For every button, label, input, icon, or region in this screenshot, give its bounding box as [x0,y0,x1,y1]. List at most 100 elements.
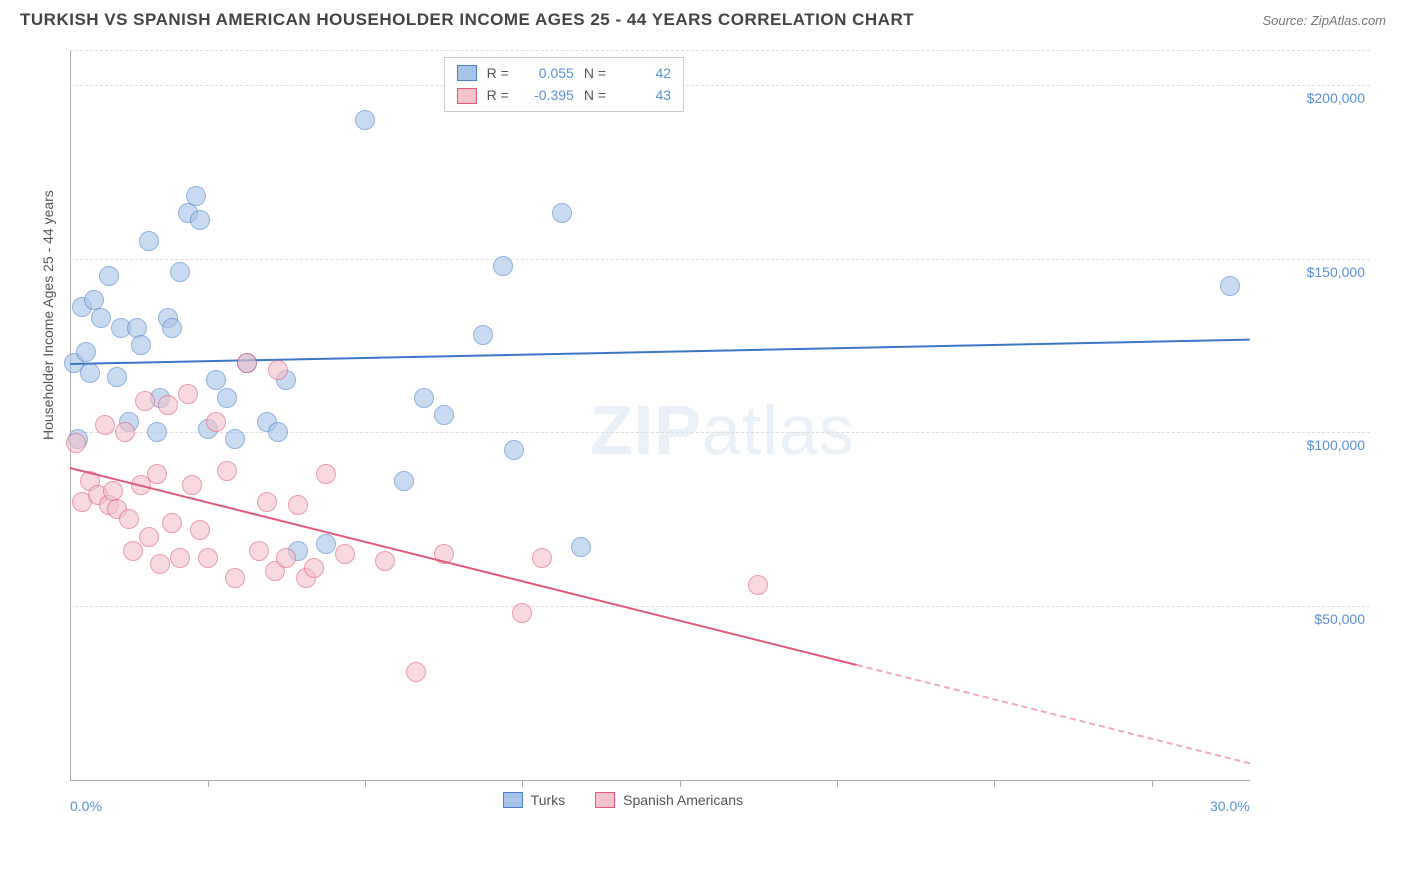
data-point [394,471,414,491]
legend-r-label: R = [487,62,509,84]
data-point [162,318,182,338]
legend-r-value: 0.055 [519,62,574,84]
data-point [182,475,202,495]
data-point [135,391,155,411]
legend-n-value: 42 [616,62,671,84]
x-tick [365,780,366,787]
data-point [91,308,111,328]
data-point [512,603,532,623]
data-point [249,541,269,561]
data-point [288,495,308,515]
data-point [1220,276,1240,296]
data-point [178,384,198,404]
data-point [493,256,513,276]
data-point [552,203,572,223]
data-point [206,370,226,390]
legend-row: R =-0.395N =43 [457,84,671,106]
legend-n-value: 43 [616,84,671,106]
data-point [170,262,190,282]
watermark-light: atlas [702,391,855,469]
data-point [123,541,143,561]
data-point [316,534,336,554]
data-point [225,429,245,449]
data-point [147,422,167,442]
watermark: ZIPatlas [590,390,855,470]
y-tick-label: $50,000 [1314,611,1365,627]
series-legend: Turks Spanish Americans [503,792,743,808]
data-point [80,363,100,383]
watermark-bold: ZIP [590,391,702,469]
data-point [66,433,86,453]
legend-swatch [595,792,615,808]
data-point [119,509,139,529]
y-axis-label: Householder Income Ages 25 - 44 years [40,190,56,440]
data-point [186,186,206,206]
data-point [257,492,277,512]
legend-n-label: N = [584,62,606,84]
data-point [268,422,288,442]
legend-n-label: N = [584,84,606,106]
data-point [268,360,288,380]
data-point [748,575,768,595]
data-point [139,527,159,547]
legend-row: R = 0.055 N = 42 [457,62,671,84]
x-tick [994,780,995,787]
y-tick-label: $100,000 [1307,437,1365,453]
legend-swatch [457,88,477,104]
y-axis-line [70,50,71,780]
series-legend-item: Turks [503,792,565,808]
correlation-legend: R = 0.055 N = 42R = -0.395 N = 43 [444,57,684,112]
data-point [355,110,375,130]
data-point [115,422,135,442]
data-point [158,395,178,415]
data-point [237,353,257,373]
x-label-end: 30.0% [1210,798,1250,814]
data-point [147,464,167,484]
gridline [70,85,1370,86]
data-point [375,551,395,571]
data-point [473,325,493,345]
legend-swatch [503,792,523,808]
data-point [225,568,245,588]
series-legend-item: Spanish Americans [595,792,743,808]
data-point [406,662,426,682]
x-tick [208,780,209,787]
data-point [190,210,210,230]
data-point [217,461,237,481]
x-axis-line [70,780,1250,781]
data-point [571,537,591,557]
data-point [107,367,127,387]
y-tick-label: $200,000 [1307,90,1365,106]
trend-line-extrapolated [856,664,1250,764]
gridline [70,432,1370,433]
series-name: Spanish Americans [623,792,743,808]
data-point [217,388,237,408]
chart-source: Source: ZipAtlas.com [1262,13,1386,28]
data-point [139,231,159,251]
data-point [532,548,552,568]
data-point [304,558,324,578]
data-point [162,513,182,533]
data-point [504,440,524,460]
data-point [198,548,218,568]
trend-line [70,467,857,666]
x-label-start: 0.0% [70,798,102,814]
series-name: Turks [531,792,565,808]
x-tick [1152,780,1153,787]
data-point [414,388,434,408]
x-tick [522,780,523,787]
data-point [131,335,151,355]
legend-r-value: -0.395 [519,84,574,106]
data-point [170,548,190,568]
gridline [70,259,1370,260]
gridline [70,50,1370,51]
chart-area: Householder Income Ages 25 - 44 years ZI… [50,40,1390,830]
chart-header: TURKISH VS SPANISH AMERICAN HOUSEHOLDER … [0,0,1406,35]
data-point [206,412,226,432]
y-tick-label: $150,000 [1307,264,1365,280]
data-point [316,464,336,484]
x-tick [680,780,681,787]
x-tick [837,780,838,787]
data-point [150,554,170,574]
gridline [70,606,1370,607]
